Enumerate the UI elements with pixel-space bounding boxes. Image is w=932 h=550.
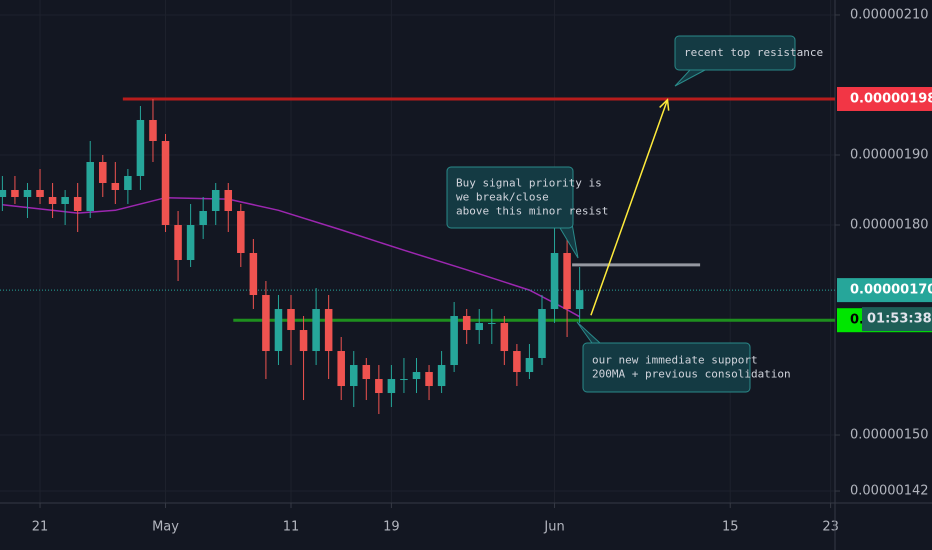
candle-body xyxy=(61,196,69,205)
candle-body xyxy=(111,182,120,190)
callout-text: our new immediate support xyxy=(592,354,758,367)
y-tick-label: 0.00000210 xyxy=(850,7,929,22)
candle-body xyxy=(563,253,571,310)
candle-body xyxy=(538,309,546,359)
y-tick-label: 0.00000150 xyxy=(850,428,929,443)
x-tick-label: Jun xyxy=(543,520,564,535)
candle-body xyxy=(274,309,283,352)
x-tick-label: 21 xyxy=(32,520,49,535)
callout-text: we break/close xyxy=(456,191,549,204)
candle-body xyxy=(287,309,295,331)
candle-body xyxy=(11,189,19,197)
level-badge-bg xyxy=(837,86,932,111)
candle-body xyxy=(23,189,32,197)
callout-box xyxy=(674,35,796,71)
moving-average xyxy=(2,196,580,318)
candle-body xyxy=(161,140,170,226)
last-price-badge: 0.00000170 xyxy=(850,283,932,298)
candle-body xyxy=(224,189,233,212)
candle-body xyxy=(437,365,446,387)
candle-body xyxy=(237,211,245,254)
candle-body xyxy=(249,253,258,296)
x-tick-label: 19 xyxy=(383,520,400,535)
candle-body xyxy=(174,225,182,261)
candle-body xyxy=(73,196,82,212)
candle-body xyxy=(36,189,44,197)
y-tick-label: 0.00000190 xyxy=(850,147,929,162)
y-tick-label: 0.00000180 xyxy=(850,218,929,233)
countdown-bg xyxy=(862,307,932,332)
arrow-head xyxy=(659,98,670,111)
x-tick-label: May xyxy=(152,520,179,535)
candle-body xyxy=(262,295,270,352)
candle-body xyxy=(425,372,433,387)
candle-body xyxy=(412,372,421,380)
arrow-line xyxy=(590,99,669,316)
candle-body xyxy=(86,161,94,212)
last-price-badge-bg xyxy=(837,278,932,303)
candle-body xyxy=(299,330,308,352)
level-badge: 0.00000198 xyxy=(850,91,932,106)
candle-body xyxy=(136,119,145,176)
candle-body xyxy=(550,253,559,310)
candle-body xyxy=(500,323,509,352)
candle-body xyxy=(149,119,157,141)
candle-body xyxy=(575,290,584,310)
candle-body xyxy=(475,323,484,331)
y-tick-label: 0.00000142 xyxy=(850,484,929,499)
x-tick-label: 23 xyxy=(822,520,839,535)
candle-body xyxy=(337,351,345,387)
candle-body xyxy=(186,225,195,261)
candle-body xyxy=(211,189,220,212)
candle-body xyxy=(48,196,57,205)
candle-body xyxy=(199,211,207,226)
callout-box xyxy=(446,166,574,229)
candle-body xyxy=(400,379,408,381)
candle-body xyxy=(488,323,496,325)
candle-body xyxy=(324,309,333,352)
callout-text: Buy signal priority is xyxy=(456,177,602,190)
candle-body xyxy=(525,358,534,373)
callout-text: 200MA + previous consolidation xyxy=(592,368,791,381)
callout-box xyxy=(582,342,751,393)
candle-body xyxy=(375,379,383,394)
candle-body xyxy=(513,351,521,373)
x-tick-label: 11 xyxy=(283,520,300,535)
candle-body xyxy=(312,309,320,352)
candle-body xyxy=(387,379,396,394)
candle-body xyxy=(124,175,132,190)
callout-text: recent top resistance xyxy=(684,46,823,59)
callout-text: above this minor resist xyxy=(456,205,608,218)
x-tick-label: 15 xyxy=(722,520,739,535)
candle-body xyxy=(362,365,371,380)
candle-body xyxy=(450,316,458,366)
candle-body xyxy=(0,189,7,197)
candle-body xyxy=(462,316,471,331)
candle-body xyxy=(99,161,107,183)
candle-body xyxy=(349,365,358,387)
countdown: 01:53:38 xyxy=(867,312,932,327)
